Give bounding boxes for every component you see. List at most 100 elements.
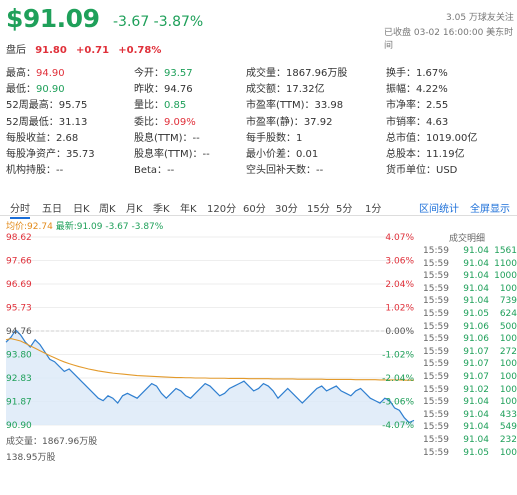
quote-cell: 总股本：11.19亿 bbox=[386, 144, 506, 160]
trade-time: 15:59 bbox=[423, 346, 449, 357]
trade-volume: 1000 bbox=[494, 271, 517, 282]
quote-cell: 最高：94.90 bbox=[6, 63, 134, 79]
quote-header: $91.09 -3.67 -3.87% 3.05 万球友关注 已收盘 03-02… bbox=[0, 0, 517, 60]
tabs-divider bbox=[0, 215, 517, 216]
quote-row: 52周最高：95.75 量比：0.85 市盈率(TTM)：33.98 市净率：2.55 bbox=[6, 96, 506, 112]
quote-label: 量比： bbox=[134, 100, 164, 112]
y-tick-label-left: 94.76 bbox=[6, 327, 32, 337]
trade-row: 15:59 91.02 100 bbox=[417, 384, 517, 397]
trade-row: 15:59 91.04 232 bbox=[417, 434, 517, 447]
quote-label: 52周最低： bbox=[6, 116, 59, 128]
quote-label: 最小价差： bbox=[246, 149, 296, 161]
trade-time: 15:59 bbox=[423, 371, 449, 382]
trade-time: 15:59 bbox=[423, 321, 449, 332]
quote-label: 每手股数： bbox=[246, 132, 296, 144]
quote-value: 2.68 bbox=[56, 132, 79, 144]
trade-volume: 100 bbox=[499, 371, 517, 382]
tab-item[interactable]: 120分 bbox=[207, 204, 237, 215]
volume-max: 138.95万股 bbox=[6, 453, 56, 463]
trade-row: 15:59 91.07 272 bbox=[417, 346, 517, 359]
quote-label: 今开： bbox=[134, 67, 164, 79]
quote-cell: 每手股数：1 bbox=[246, 128, 386, 144]
trade-row: 15:59 91.04 100 bbox=[417, 283, 517, 296]
tab-item[interactable]: 季K bbox=[153, 204, 170, 215]
quote-value: -- bbox=[192, 132, 200, 144]
trade-volume: 272 bbox=[499, 346, 517, 357]
quote-cell: 空头回补天数：-- bbox=[246, 161, 386, 177]
quote-label: 最高： bbox=[6, 67, 36, 79]
trade-price: 91.04 bbox=[463, 246, 489, 256]
quote-cell: 换手：1.67% bbox=[386, 63, 506, 79]
trade-price: 91.07 bbox=[463, 346, 489, 357]
y-tick-label-right: 1.02% bbox=[385, 304, 414, 314]
tab-item[interactable]: 分时 bbox=[10, 200, 30, 219]
intraday-chart[interactable]: 98.62 97.66 96.69 95.73 94.76 93.80 92.83 91.87… bbox=[0, 229, 417, 429]
tab-item[interactable]: 5分 bbox=[336, 204, 353, 215]
quote-label: 市净率： bbox=[386, 100, 426, 112]
quote-cell: 52周最高：95.75 bbox=[6, 96, 134, 112]
price-area bbox=[6, 330, 414, 425]
quote-label: Beta： bbox=[134, 165, 168, 177]
quote-cell: 52周最低：31.13 bbox=[6, 112, 134, 128]
quote-label: 股息(TTM)： bbox=[134, 132, 193, 144]
quote-value: 1019.00亿 bbox=[426, 132, 478, 144]
quote-value: -- bbox=[167, 165, 175, 177]
tab-item[interactable]: 年K bbox=[180, 204, 197, 215]
trade-volume: 100 bbox=[499, 397, 517, 408]
trade-volume: 100 bbox=[499, 283, 517, 294]
tab-item[interactable]: 1分 bbox=[365, 204, 382, 215]
quote-label: 换手： bbox=[386, 67, 416, 79]
trade-time: 15:59 bbox=[423, 334, 449, 345]
fullscreen-link[interactable]: 全屏显示 bbox=[470, 204, 510, 215]
tab-item[interactable]: 30分 bbox=[275, 204, 298, 215]
trade-price: 91.04 bbox=[463, 296, 489, 307]
trade-row: 15:59 91.04 549 bbox=[417, 421, 517, 434]
quote-label: 市盈率(TTM)： bbox=[246, 100, 315, 112]
after-hours-change: +0.71 bbox=[76, 45, 110, 56]
quote-cell: 机构持股：-- bbox=[6, 161, 134, 177]
trade-time: 15:59 bbox=[423, 409, 449, 420]
quote-label: 股息率(TTM)： bbox=[134, 149, 203, 161]
y-tick-label-left: 98.62 bbox=[6, 233, 32, 243]
current-price: $91.09 bbox=[6, 4, 100, 33]
y-tick-label-right: 0.00% bbox=[385, 327, 414, 337]
tab-item[interactable]: 周K bbox=[99, 204, 116, 215]
trade-time: 15:59 bbox=[423, 397, 449, 408]
quote-label: 货币单位： bbox=[386, 165, 436, 177]
avg-price-line bbox=[5, 337, 414, 381]
quote-value: 2.55 bbox=[426, 100, 449, 112]
quote-value: 93.57 bbox=[164, 67, 193, 79]
trade-volume: 100 bbox=[499, 359, 517, 370]
quote-value: 0.01 bbox=[296, 149, 319, 161]
tab-item[interactable]: 15分 bbox=[307, 204, 330, 215]
after-hours-price: 91.80 bbox=[35, 45, 67, 56]
trade-time: 15:59 bbox=[423, 384, 449, 395]
trade-row: 15:59 91.04 1561 bbox=[417, 245, 517, 258]
range-stats-link[interactable]: 区间统计 bbox=[419, 204, 459, 215]
tab-item[interactable]: 月K bbox=[126, 204, 143, 215]
quote-row: 52周最低：31.13 委比：9.09% 市盈率(静)：37.92 市销率：4.63 bbox=[6, 112, 506, 128]
quote-cell: Beta：-- bbox=[134, 161, 246, 177]
follower-count[interactable]: 3.05 万球友关注 bbox=[446, 13, 514, 23]
quote-cell: 总市值：1019.00亿 bbox=[386, 128, 506, 144]
quote-label: 总股本： bbox=[386, 149, 426, 161]
trade-price: 91.04 bbox=[463, 397, 489, 408]
chart-tabs: 区间统计 全屏显示 分时 五日 日K 周K 月K 季K 年K 120分 60分 30分 15分 5分 1… bbox=[0, 197, 517, 219]
tab-item[interactable]: 60分 bbox=[243, 204, 266, 215]
quote-label: 机构持股： bbox=[6, 165, 56, 177]
quote-cell: 成交额：17.32亿 bbox=[246, 79, 386, 95]
trade-price: 91.07 bbox=[463, 359, 489, 370]
quote-label: 市盈率(静)： bbox=[246, 116, 304, 128]
trade-volume: 433 bbox=[499, 409, 517, 420]
trade-volume: 1561 bbox=[494, 246, 517, 256]
tab-item[interactable]: 五日 bbox=[42, 204, 62, 215]
trade-time: 15:59 bbox=[423, 296, 449, 307]
quote-value: 4.22% bbox=[416, 83, 448, 95]
after-hours-label: 盘后 bbox=[6, 45, 26, 56]
trade-volume: 549 bbox=[499, 422, 517, 433]
trade-row: 15:59 91.07 100 bbox=[417, 358, 517, 371]
tab-item[interactable]: 日K bbox=[73, 204, 90, 215]
quote-row: 每股收益：2.68 股息(TTM)：-- 每手股数：1 总市值：1019.00亿 bbox=[6, 128, 506, 144]
quote-label: 每股净资产： bbox=[6, 149, 66, 161]
market-status: 已收盘 03-02 16:00:00 美东时间 bbox=[384, 28, 514, 51]
